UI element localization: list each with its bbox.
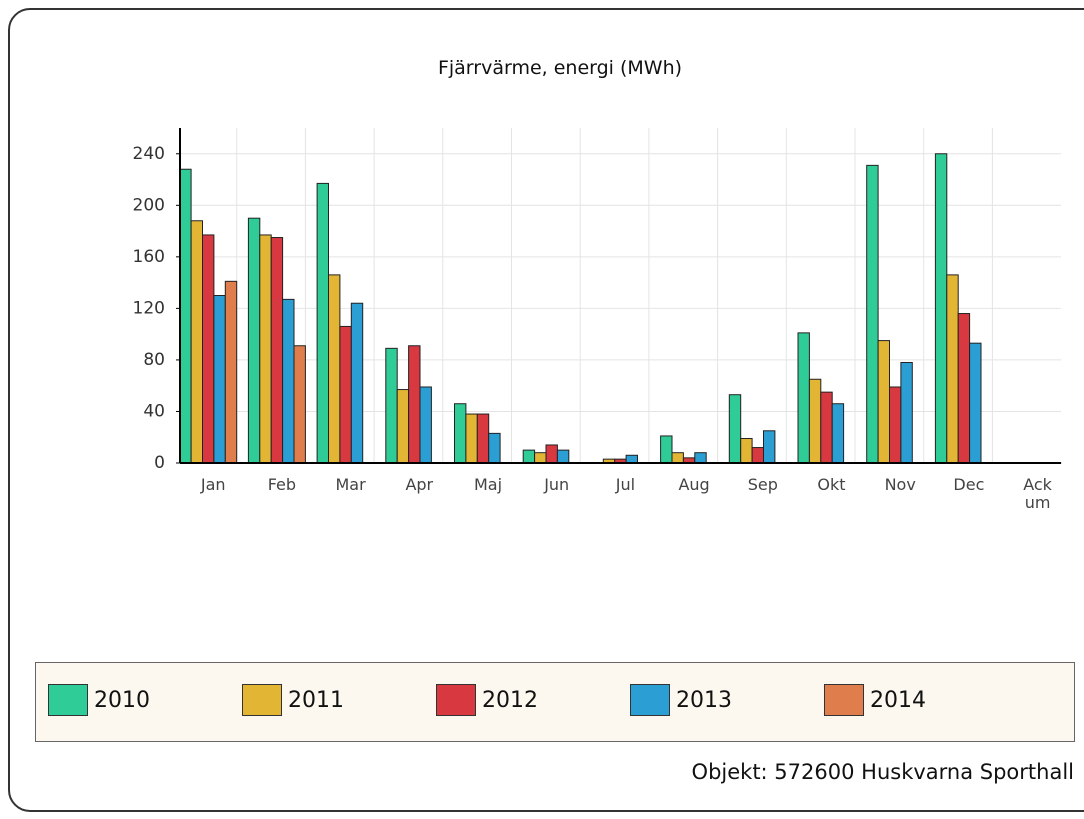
x-tick-label: Mar	[335, 475, 366, 494]
legend: 2010 2011 2012 2013 2014	[35, 662, 1075, 742]
x-tick-label: Jan	[200, 475, 226, 494]
bar	[866, 164, 879, 464]
bar	[247, 217, 261, 464]
legend-swatch	[242, 684, 282, 716]
x-tick-label: Aug	[678, 475, 710, 494]
bar	[465, 413, 478, 464]
bar	[350, 302, 364, 464]
y-tick-label: 120	[133, 298, 165, 318]
bar	[282, 298, 295, 464]
bar	[625, 454, 638, 464]
bar	[660, 435, 673, 464]
bar	[728, 394, 742, 464]
bar	[808, 378, 822, 464]
x-tick-label: Dec	[953, 475, 985, 494]
x-tick-label: Sep	[747, 475, 778, 494]
legend-label: 2012	[482, 687, 538, 713]
legend-item: 2013	[630, 683, 732, 717]
y-tick-label: 80	[143, 350, 165, 370]
bar	[270, 237, 284, 464]
y-tick-label: 240	[133, 144, 165, 164]
bar	[202, 234, 215, 464]
y-tick-label: 160	[133, 247, 165, 267]
legend-label: 2011	[288, 687, 344, 713]
bar	[293, 345, 306, 464]
legend-item: 2012	[436, 683, 538, 717]
y-tick-label: 40	[143, 401, 165, 421]
footer: Objekt: 572600 Huskvarna Sporthall	[691, 760, 1074, 784]
legend-swatch	[824, 684, 864, 716]
x-tick-label: Maj	[473, 475, 503, 494]
bar	[545, 444, 558, 464]
bar	[224, 280, 238, 464]
bar	[316, 182, 330, 464]
bar	[969, 342, 982, 464]
bar	[476, 413, 490, 464]
bar	[797, 332, 810, 464]
legend-swatch	[436, 684, 476, 716]
bar	[556, 449, 570, 464]
bar	[396, 389, 410, 464]
legend-swatch	[48, 684, 88, 716]
legend-label: 2013	[676, 687, 732, 713]
bar	[934, 153, 948, 464]
x-tick-label: Okt	[817, 475, 846, 494]
bar	[385, 347, 398, 464]
bar	[190, 220, 204, 464]
bar	[957, 313, 971, 464]
x-tick-label: Ackum	[1023, 475, 1052, 512]
legend-label: 2010	[94, 687, 150, 713]
bar	[328, 274, 341, 464]
bar	[408, 345, 421, 464]
legend-item: 2011	[242, 683, 344, 717]
bar	[831, 403, 845, 464]
bar	[522, 449, 536, 464]
legend-swatch	[630, 684, 670, 716]
bar	[740, 438, 753, 464]
bar	[454, 403, 467, 464]
y-tick-label: 0	[154, 453, 165, 473]
chart-title: Fjärrvärme, energi (MWh)	[437, 57, 683, 79]
bar	[751, 447, 764, 464]
bar	[671, 452, 684, 464]
bar	[900, 362, 913, 464]
bar	[419, 386, 432, 464]
bar	[179, 168, 192, 464]
bar	[877, 340, 890, 464]
bar	[820, 391, 833, 464]
bar	[213, 295, 226, 464]
bar	[946, 274, 959, 464]
bar	[694, 452, 707, 464]
legend-item: 2010	[48, 683, 150, 717]
bar	[763, 430, 776, 464]
y-tick-label: 200	[133, 195, 165, 215]
x-tick-label: Jul	[615, 475, 636, 494]
bar	[259, 234, 272, 464]
x-tick-label: Feb	[267, 475, 297, 494]
legend-label: 2014	[870, 687, 926, 713]
x-tick-label: Apr	[405, 475, 434, 494]
legend-item: 2014	[824, 683, 926, 717]
bar	[889, 386, 902, 464]
bar	[534, 452, 547, 464]
x-tick-label: Jun	[544, 475, 570, 494]
x-tick-label: Nov	[884, 475, 916, 494]
bar	[488, 432, 501, 464]
bar	[339, 325, 352, 464]
